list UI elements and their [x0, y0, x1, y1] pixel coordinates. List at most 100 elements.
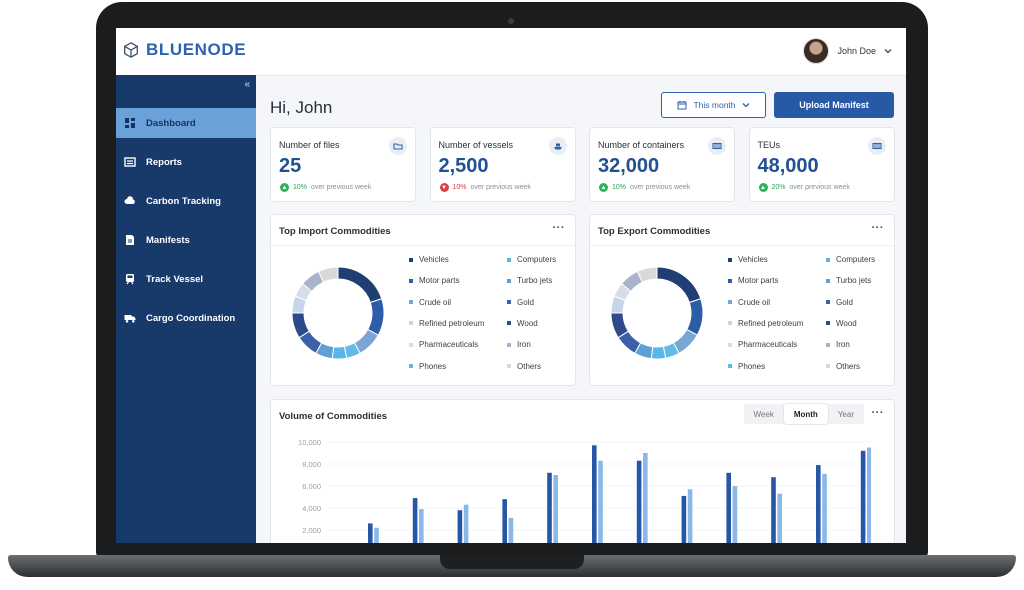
bar [592, 445, 597, 543]
panel-title: Volume of Commodities [279, 411, 388, 422]
legend-label: Turbo jets [517, 276, 553, 286]
bar [822, 473, 827, 543]
bar [860, 450, 866, 543]
user-menu[interactable]: John Doe [803, 38, 892, 64]
stat-value: 48,000 [757, 155, 819, 177]
upload-manifest-button[interactable]: Upload Manifest [774, 92, 894, 118]
bar [777, 493, 782, 543]
legend-item: Motor parts [409, 276, 459, 285]
sidebar-item-dashboard[interactable]: Dashboard [116, 108, 256, 138]
top-bar: BLUENODE John Doe [116, 28, 906, 76]
legend-label: Pharmaceuticals [738, 340, 798, 350]
legend-label: Motor parts [419, 276, 460, 286]
import-legend: Vehicles Computers Motor parts Turbo jets Cr… [409, 255, 569, 375]
user-name: John Doe [837, 46, 876, 56]
stat-card: Number of vessels 2,500 ▼ 10% over previous … [429, 127, 576, 202]
legend-item: Gold [507, 298, 534, 307]
export-commodities-panel: Top Export Commodities ··· Vehicles Compu… [589, 214, 895, 386]
avatar [803, 38, 830, 64]
period-dropdown[interactable]: This month [661, 92, 766, 118]
volume-commodities-panel: Volume of Commodities Week Month Year ··· … [270, 399, 895, 543]
stat-delta: ▼ 10% over previous week [439, 183, 531, 192]
y-tick-label: 2,000 [302, 526, 321, 535]
legend-swatch [507, 278, 511, 283]
sidebar-item-manifests[interactable]: Manifests [116, 225, 256, 255]
legend-label: Pharmaceuticals [419, 340, 479, 350]
legend-swatch [826, 321, 830, 326]
tab-week[interactable]: Week [753, 409, 774, 419]
donut-slice [636, 266, 658, 283]
legend-swatch [728, 342, 732, 347]
legend-item: Wood [507, 319, 538, 328]
trend-up-icon: ▲ [758, 183, 768, 192]
legend-item: Iron [507, 340, 531, 349]
cube-logo-icon [124, 42, 138, 58]
bar [419, 509, 424, 543]
panel-title: Top Export Commodities [598, 226, 711, 237]
period-label: This month [693, 100, 736, 110]
stat-delta: ▲ 20% over previous week [758, 183, 850, 192]
dashboard-icon [124, 117, 136, 129]
bar [598, 460, 603, 543]
legend-swatch [728, 257, 732, 262]
sidebar-item-carbon-tracking[interactable]: Carbon Tracking [116, 186, 256, 216]
donut-slice [367, 298, 385, 336]
calendar-icon [677, 101, 687, 110]
stat-delta-note: over previous week [470, 184, 531, 191]
stat-value: 25 [279, 155, 302, 177]
sidebar-item-cargo-coordination[interactable]: Cargo Coordination [116, 303, 256, 333]
legend-label: Turbo jets [836, 276, 872, 286]
more-options-icon[interactable]: ··· [552, 222, 565, 234]
legend-swatch [507, 364, 511, 368]
legend-swatch [409, 278, 413, 283]
legend-swatch [728, 321, 732, 326]
stat-value: 2,500 [438, 155, 489, 177]
stat-delta-note: over previous week [311, 184, 372, 191]
sidebar-item-label: Dashboard [146, 117, 196, 129]
donut-slice [656, 266, 702, 304]
sidebar-item-label: Carbon Tracking [146, 195, 221, 207]
tab-year[interactable]: Year [837, 409, 854, 419]
legend-swatch [728, 278, 732, 283]
more-options-icon[interactable]: ··· [871, 222, 884, 234]
legend-item: Vehicles [409, 255, 449, 264]
legend-swatch [409, 321, 413, 326]
bar [412, 498, 418, 543]
reports-icon [124, 156, 136, 168]
legend-item: Pharmaceuticals [409, 340, 478, 349]
cloud-icon [124, 195, 136, 207]
legend-label: Others [836, 361, 861, 371]
legend-item: Gold [826, 298, 853, 307]
divider [590, 245, 894, 246]
bar [463, 504, 469, 543]
panel-title: Top Import Commodities [279, 226, 391, 237]
legend-item: Pharmaceuticals [728, 340, 797, 349]
bar [547, 472, 552, 543]
legend-label: Phones [419, 361, 447, 371]
ship-icon [548, 137, 567, 155]
folder-icon [389, 137, 407, 155]
y-tick-label: 4,000 [302, 504, 321, 513]
legend-item: Crude oil [409, 298, 451, 307]
brand-logo[interactable]: BLUENODE [122, 40, 246, 60]
trend-up-icon: ▲ [599, 183, 608, 192]
container-icon [708, 137, 726, 155]
legend-item: Others [507, 362, 541, 371]
tab-month[interactable]: Month [783, 404, 828, 424]
truck-icon [124, 312, 136, 324]
legend-item: Crude oil [728, 298, 770, 307]
trend-down-icon: ▼ [439, 183, 449, 192]
stat-card: Number of files 25 ▲ 10% over previous week [270, 127, 416, 202]
bar [681, 495, 687, 543]
more-options-icon[interactable]: ··· [871, 407, 884, 419]
legend-swatch [826, 300, 830, 305]
import-commodities-panel: Top Import Commodities ··· Vehicles Compu… [270, 214, 576, 386]
legend-label: Iron [836, 340, 850, 350]
import-donut-chart [291, 266, 385, 360]
collapse-sidebar-icon[interactable]: « [244, 79, 250, 90]
legend-swatch [507, 257, 511, 262]
sidebar-item-track-vessel[interactable]: Track Vessel [116, 264, 256, 294]
volume-bar-chart: 10,000 8,000 6,000 4,000 2,000 [298, 438, 871, 543]
sidebar-item-reports[interactable]: Reports [116, 147, 256, 177]
